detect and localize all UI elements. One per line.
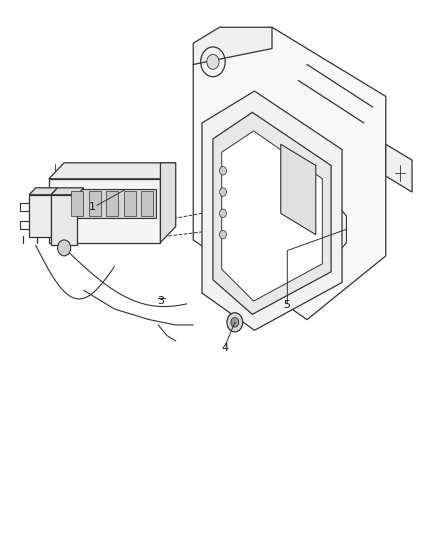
Polygon shape bbox=[49, 179, 160, 243]
Polygon shape bbox=[212, 112, 330, 314]
Circle shape bbox=[206, 54, 219, 69]
Circle shape bbox=[226, 313, 242, 332]
Polygon shape bbox=[385, 144, 411, 192]
Polygon shape bbox=[124, 191, 136, 216]
Text: 5: 5 bbox=[283, 300, 289, 310]
Polygon shape bbox=[51, 188, 84, 195]
Polygon shape bbox=[201, 91, 341, 330]
Circle shape bbox=[219, 209, 226, 217]
Circle shape bbox=[219, 188, 226, 196]
Polygon shape bbox=[280, 144, 315, 235]
Polygon shape bbox=[221, 131, 321, 301]
Circle shape bbox=[219, 166, 226, 175]
Polygon shape bbox=[71, 191, 83, 216]
Polygon shape bbox=[29, 195, 51, 237]
Circle shape bbox=[57, 240, 71, 256]
Text: 3: 3 bbox=[156, 296, 163, 306]
Polygon shape bbox=[68, 189, 155, 217]
Polygon shape bbox=[141, 191, 153, 216]
Circle shape bbox=[230, 318, 238, 327]
Polygon shape bbox=[160, 163, 175, 243]
Polygon shape bbox=[51, 195, 77, 245]
Text: 1: 1 bbox=[89, 202, 96, 212]
Polygon shape bbox=[49, 163, 175, 179]
Polygon shape bbox=[193, 27, 272, 64]
Text: 4: 4 bbox=[221, 343, 228, 353]
Circle shape bbox=[219, 230, 226, 239]
Polygon shape bbox=[193, 27, 385, 320]
Polygon shape bbox=[106, 191, 118, 216]
Polygon shape bbox=[29, 188, 57, 195]
Polygon shape bbox=[88, 191, 101, 216]
